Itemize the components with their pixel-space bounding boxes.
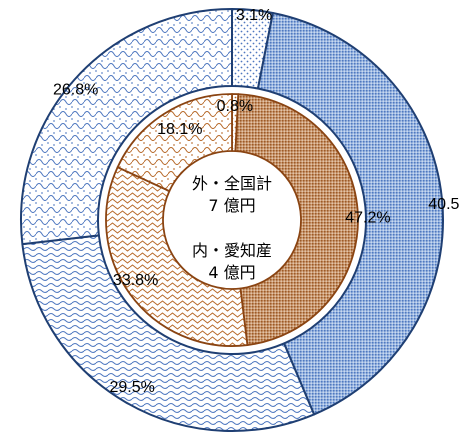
- inner-slice-1: [234, 93, 359, 346]
- outer-slice-2: [21, 234, 316, 432]
- outer-slice-label-1: 40.5%: [428, 196, 459, 213]
- inner-slice-label-2: 33.8%: [113, 272, 158, 289]
- center-inner-line-2: 4 億円: [208, 263, 255, 282]
- center-inner-line-1: 内・愛知産: [192, 241, 272, 260]
- inner-slice-label-1: 47.2%: [345, 210, 390, 227]
- outer-slice-1: [256, 11, 444, 416]
- slice-labels: 3.1% 40.5% 29.5% 26.8% 0.8% 47.2% 33.8% 18.1%: [53, 7, 459, 396]
- donut-slices: [20, 8, 444, 432]
- outer-slice-label-2: 29.5%: [110, 379, 155, 396]
- inner-slice-label-0: 0.8%: [217, 98, 253, 115]
- outer-slice-label-3: 26.8%: [53, 82, 98, 99]
- outer-slice-3: [20, 8, 233, 246]
- center-outer-line-2: 7 億円: [208, 196, 255, 215]
- center-label: 外・全国計 7 億円 内・愛知産 4 億円: [192, 174, 272, 282]
- outer-slice-label-0: 3.1%: [236, 7, 272, 24]
- inner-slice-2: [105, 166, 249, 347]
- center-outer-line-1: 外・全国計: [192, 174, 272, 193]
- inner-slice-3: [116, 93, 233, 192]
- inner-slice-label-3: 18.1%: [157, 121, 202, 138]
